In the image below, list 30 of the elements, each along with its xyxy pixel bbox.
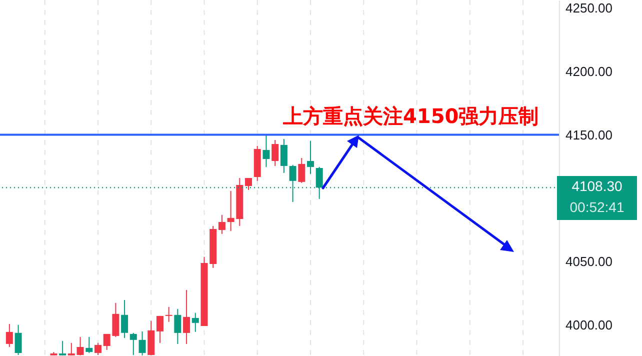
candlestick: [245, 178, 252, 190]
candlestick: [68, 342, 75, 356]
y-tick-label: 4200.00: [566, 64, 612, 79]
ref-line-label: 4108.30: [570, 177, 624, 196]
candlestick: [59, 340, 66, 356]
candlestick: [156, 315, 164, 344]
text: 00:52:41: [568, 198, 626, 217]
candlestick: [183, 289, 190, 344]
y-tick-label: 4250.00: [566, 0, 612, 16]
candlestick: [6, 323, 13, 348]
candlestick: [174, 308, 182, 344]
candlestick: [86, 336, 93, 354]
candlestick: [298, 157, 306, 184]
candlestick: [121, 299, 128, 338]
candlestick: [192, 312, 199, 332]
candlestick: [272, 139, 279, 166]
candlestick: [218, 214, 226, 234]
candlestick: [280, 138, 288, 174]
y-tick-label: 4050.00: [566, 254, 612, 270]
candlestick: [306, 140, 314, 174]
candlestick: [262, 134, 270, 168]
candlestick: [138, 330, 146, 356]
candlestick: [94, 342, 102, 356]
y-tick-label: 4150.00: [566, 127, 612, 142]
candlestick: [76, 336, 84, 356]
candlestick: [14, 324, 22, 356]
candlestick: [165, 306, 172, 322]
candlestick: [130, 332, 137, 356]
annotation: 上方重点关注4150强力压制: [283, 103, 539, 130]
y-tick-label: 4000.00: [566, 317, 612, 332]
